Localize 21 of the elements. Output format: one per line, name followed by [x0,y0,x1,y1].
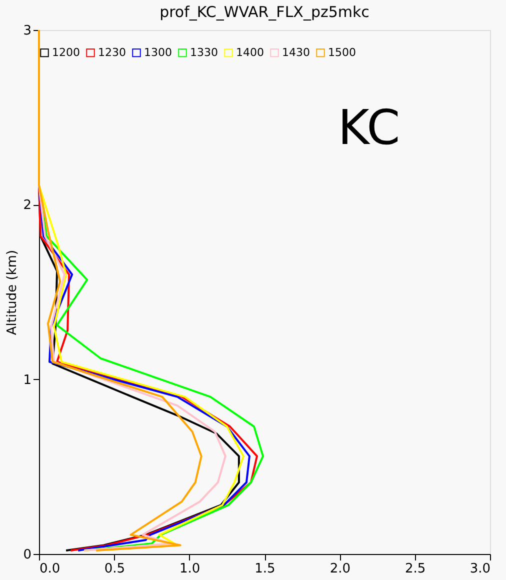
legend-label: 1500 [328,46,356,59]
y-tick-label: 3 [23,24,32,38]
x-tick-label: 1.5 [254,562,276,576]
legend-label: 1200 [52,46,80,59]
y-axis-title: Altitude (km) [5,250,20,336]
y-tick-label: 0 [23,548,32,562]
x-tick-label: 0.0 [40,562,60,576]
y-tick-label: 2 [23,198,32,214]
x-tick-label: 1.0 [179,562,200,576]
y-tick-label: 1 [23,372,32,388]
x-tick-label: 2.0 [330,562,351,576]
legend-label: 1330 [190,46,218,59]
x-tick-label: 3.0 [470,562,490,576]
legend-label: 1300 [144,46,172,59]
chart-title: prof_KC_WVAR_FLX_pz5mkc [160,3,370,21]
legend-label: 1230 [98,46,126,59]
annotation: KC [338,100,400,156]
x-tick-label: 2.5 [404,562,426,576]
legend-label: 1430 [282,46,310,59]
x-tick-label: 0.5 [104,562,126,576]
legend-label: 1400 [236,46,264,59]
